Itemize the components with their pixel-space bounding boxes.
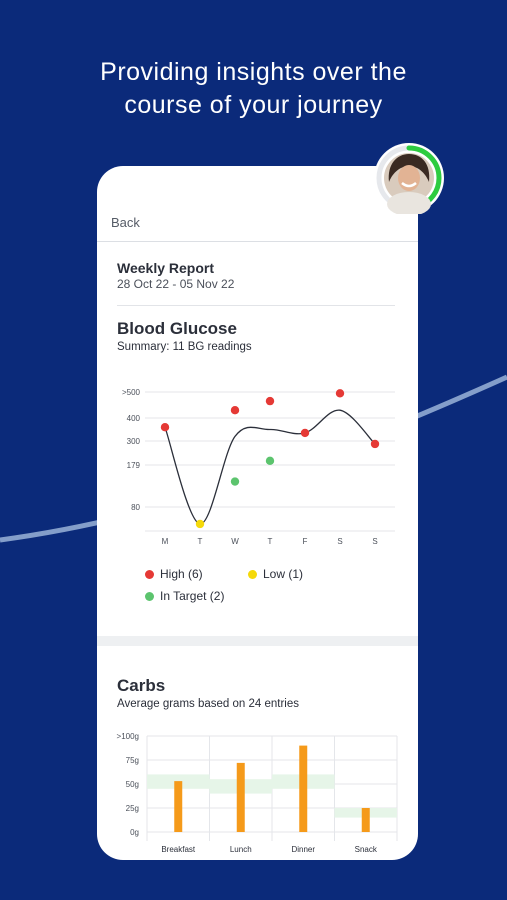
bg-y-tick-label: 80 <box>131 503 140 512</box>
bg-x-tick-label: W <box>231 537 239 546</box>
bg-x-tick-label: T <box>198 537 203 546</box>
bg-y-tick-label: 300 <box>127 437 141 446</box>
report-dates: 28 Oct 22 - 05 Nov 22 <box>117 277 235 291</box>
bg-x-tick-label: M <box>162 537 169 546</box>
carbs-x-tick-label: Breakfast <box>161 845 196 854</box>
blood-glucose-chart: >500 400 300 179 80 M T W T F S S <box>122 388 395 546</box>
legend-low: Low (1) <box>248 567 303 581</box>
carbs-bar[interactable] <box>174 781 183 832</box>
report-title: Weekly Report <box>117 260 214 276</box>
bg-point-high[interactable] <box>370 439 380 449</box>
carbs-bar[interactable] <box>299 745 308 832</box>
bg-y-tick-label: >500 <box>122 388 141 397</box>
phone-screen: Back Weekly Report 28 Oct 22 - 05 Nov 22… <box>97 166 418 860</box>
bg-point-high[interactable] <box>265 396 275 406</box>
carbs-y-tick-label: 25g <box>126 804 139 813</box>
carbs-x-tick-label: Snack <box>355 845 378 854</box>
bg-point-in-target[interactable] <box>230 477 240 486</box>
bg-x-tick-label: S <box>337 537 342 546</box>
bg-point-in-target[interactable] <box>265 456 275 466</box>
carbs-bar[interactable] <box>361 808 370 832</box>
carbs-summary: Average grams based on 24 entries <box>117 698 299 710</box>
bg-x-tick-label: T <box>268 537 273 546</box>
blood-glucose-title: Blood Glucose <box>117 319 237 338</box>
legend-in-target-label: In Target (2) <box>160 589 225 603</box>
carbs-x-tick-label: Dinner <box>291 845 315 854</box>
carbs-chart: >100g 75g 50g 25g 0g Breakfast Lunch Dinner Snac… <box>117 732 398 854</box>
bg-y-tick-label: 400 <box>127 414 141 423</box>
bg-x-tick-label: S <box>372 537 377 546</box>
carbs-title: Carbs <box>117 676 166 695</box>
legend-in-target: In Target (2) <box>145 589 224 603</box>
low-dot-icon <box>248 569 257 579</box>
carbs-y-tick-label: 75g <box>126 756 139 765</box>
user-avatar-icon <box>374 143 444 216</box>
legend-high: High (6) <box>145 567 203 581</box>
bg-point-high[interactable] <box>160 423 170 432</box>
report-divider <box>117 305 395 306</box>
legend-low-label: Low (1) <box>263 567 304 581</box>
bg-point-high[interactable] <box>335 389 345 398</box>
section-separator <box>97 636 418 646</box>
header-divider <box>97 241 418 242</box>
carbs-y-tick-label: 50g <box>126 780 139 789</box>
avatar[interactable] <box>373 142 445 216</box>
headline-line-1: Providing insights over the <box>100 58 407 86</box>
back-button[interactable]: Back <box>111 215 140 230</box>
headline-line-2: course of your journey <box>124 91 383 119</box>
bg-point-high[interactable] <box>300 428 310 438</box>
carbs-x-tick-label: Lunch <box>230 845 252 854</box>
headline: Providing insights over the course of yo… <box>0 56 507 122</box>
bg-y-tick-label: 179 <box>127 461 141 470</box>
blood-glucose-summary: Summary: 11 BG readings <box>117 341 252 353</box>
high-dot-icon <box>145 569 154 579</box>
bg-x-tick-label: F <box>303 537 308 546</box>
bg-point-high[interactable] <box>230 406 240 415</box>
legend-high-label: High (6) <box>160 567 203 581</box>
carbs-y-tick-label: >100g <box>117 732 139 741</box>
bg-point-low[interactable] <box>195 519 205 529</box>
in-target-dot-icon <box>145 591 154 601</box>
carbs-bar[interactable] <box>236 762 245 832</box>
carbs-y-tick-label: 0g <box>130 828 139 837</box>
